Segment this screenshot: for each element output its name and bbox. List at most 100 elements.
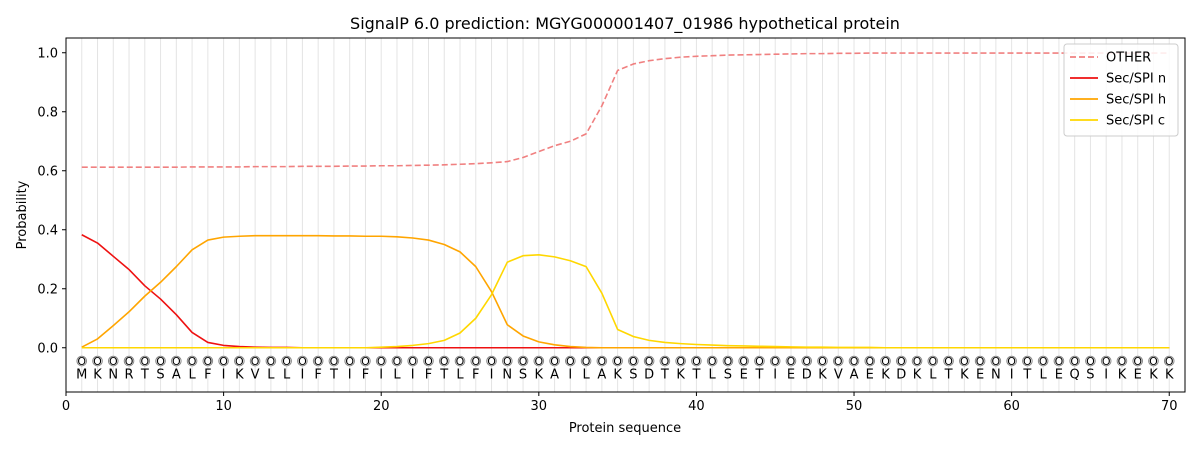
region-marker-label: O <box>676 355 685 368</box>
residue-label: S <box>724 368 732 383</box>
legend-box <box>1063 43 1179 137</box>
region-marker-label: O <box>188 355 197 368</box>
residue-label: S <box>1086 368 1094 383</box>
region-marker-label: O <box>251 355 260 368</box>
region-marker-label: O <box>1070 355 1079 368</box>
region-marker <box>1116 355 1128 367</box>
residue-label: L <box>929 368 937 383</box>
region-marker <box>202 355 214 367</box>
residue-label: K <box>535 368 544 383</box>
residue-label: L <box>709 368 717 383</box>
region-marker <box>423 355 434 367</box>
region-marker <box>911 355 923 367</box>
y-axis-label: Probability <box>15 180 30 249</box>
residue-label: E <box>976 368 984 383</box>
region-marker <box>454 355 466 367</box>
region-marker-label: O <box>487 355 496 368</box>
region-marker-label: O <box>992 355 1001 368</box>
region-marker <box>580 355 592 367</box>
region-marker <box>76 355 88 367</box>
residue-label: M <box>76 368 87 383</box>
series-line-sec-spi-h <box>81 234 1170 349</box>
y-tick-label: 0.4 <box>37 223 58 238</box>
region-marker <box>643 355 655 367</box>
region-marker-label: O <box>1086 355 1095 368</box>
x-tick-label: 10 <box>215 399 232 414</box>
marks-layer: OMOKONOROTOSOAOLOFOIOKOVOLOLOIOFOTOIOFOI… <box>76 52 1175 383</box>
grid-layer <box>81 38 1170 392</box>
region-marker-label: O <box>897 355 906 368</box>
series-line-sec-spi-c <box>81 254 1170 349</box>
region-marker-label: O <box>440 355 449 368</box>
region-marker-label: O <box>960 355 969 368</box>
residue-label: T <box>439 368 448 383</box>
region-marker <box>675 355 686 367</box>
region-marker <box>171 355 182 367</box>
region-marker <box>281 355 292 367</box>
x-tick-label: 60 <box>1003 399 1020 414</box>
region-marker-label: O <box>1023 355 1032 368</box>
region-marker <box>1037 355 1049 367</box>
region-marker <box>801 355 813 367</box>
region-marker <box>1085 355 1096 367</box>
residue-label: L <box>1040 368 1048 383</box>
residue-label: D <box>896 368 906 383</box>
region-marker <box>107 355 119 367</box>
region-marker <box>959 355 970 367</box>
region-marker <box>549 355 560 367</box>
region-marker-label: O <box>566 355 575 368</box>
residue-label: L <box>283 368 291 383</box>
y-tick-label: 1.0 <box>37 46 58 61</box>
axes-layer: 0 10 20 30 40 50 60 70 0.0 0.2 0.4 0.6 0.8 1.0 <box>37 46 1177 414</box>
region-marker-label: O <box>708 355 717 368</box>
residue-label: T <box>691 368 700 383</box>
region-marker-label: O <box>109 355 118 368</box>
residue-label: Q <box>1070 368 1080 383</box>
region-marker-label: O <box>1055 355 1064 368</box>
residue-label: L <box>456 368 464 383</box>
region-marker-label: O <box>140 355 149 368</box>
region-marker <box>438 355 450 367</box>
region-marker-label: O <box>755 355 764 368</box>
region-marker <box>1100 355 1112 367</box>
region-marker-label: O <box>913 355 922 368</box>
region-marker <box>927 355 939 367</box>
region-marker-label: O <box>393 355 402 368</box>
residue-label: T <box>944 368 953 383</box>
region-marker <box>123 355 135 367</box>
region-marker <box>1069 355 1080 367</box>
region-marker <box>360 355 371 367</box>
region-marker-label: O <box>519 355 528 368</box>
region-marker-label: O <box>93 355 102 368</box>
region-marker-label: O <box>598 355 607 368</box>
residue-label: S <box>156 368 164 383</box>
region-marker-label: O <box>424 355 433 368</box>
residue-label: I <box>411 368 415 383</box>
residue-label: S <box>519 368 527 383</box>
x-tick-label: 30 <box>531 399 548 414</box>
region-marker <box>706 355 718 367</box>
region-marker-label: O <box>881 355 890 368</box>
region-marker-label: O <box>471 355 480 368</box>
residue-label: A <box>850 368 859 383</box>
residue-label: E <box>740 368 748 383</box>
region-marker-label: O <box>1039 355 1048 368</box>
residue-label: I <box>348 368 352 383</box>
region-marker-label: O <box>125 355 134 368</box>
plot-frame <box>65 37 1186 393</box>
legend-label: Sec/SPI h <box>1106 93 1166 108</box>
residue-label: T <box>329 368 338 383</box>
residue-label: E <box>787 368 795 383</box>
residue-label: F <box>472 368 479 383</box>
region-marker <box>943 355 954 367</box>
residue-label: E <box>866 368 874 383</box>
region-marker <box>880 355 891 367</box>
residue-label: V <box>834 368 843 383</box>
region-marker <box>1022 355 1033 367</box>
region-marker <box>722 355 734 367</box>
region-marker-label: O <box>1007 355 1016 368</box>
region-marker-label: O <box>456 355 465 368</box>
region-marker-label: O <box>818 355 827 368</box>
region-marker-label: O <box>267 355 276 368</box>
